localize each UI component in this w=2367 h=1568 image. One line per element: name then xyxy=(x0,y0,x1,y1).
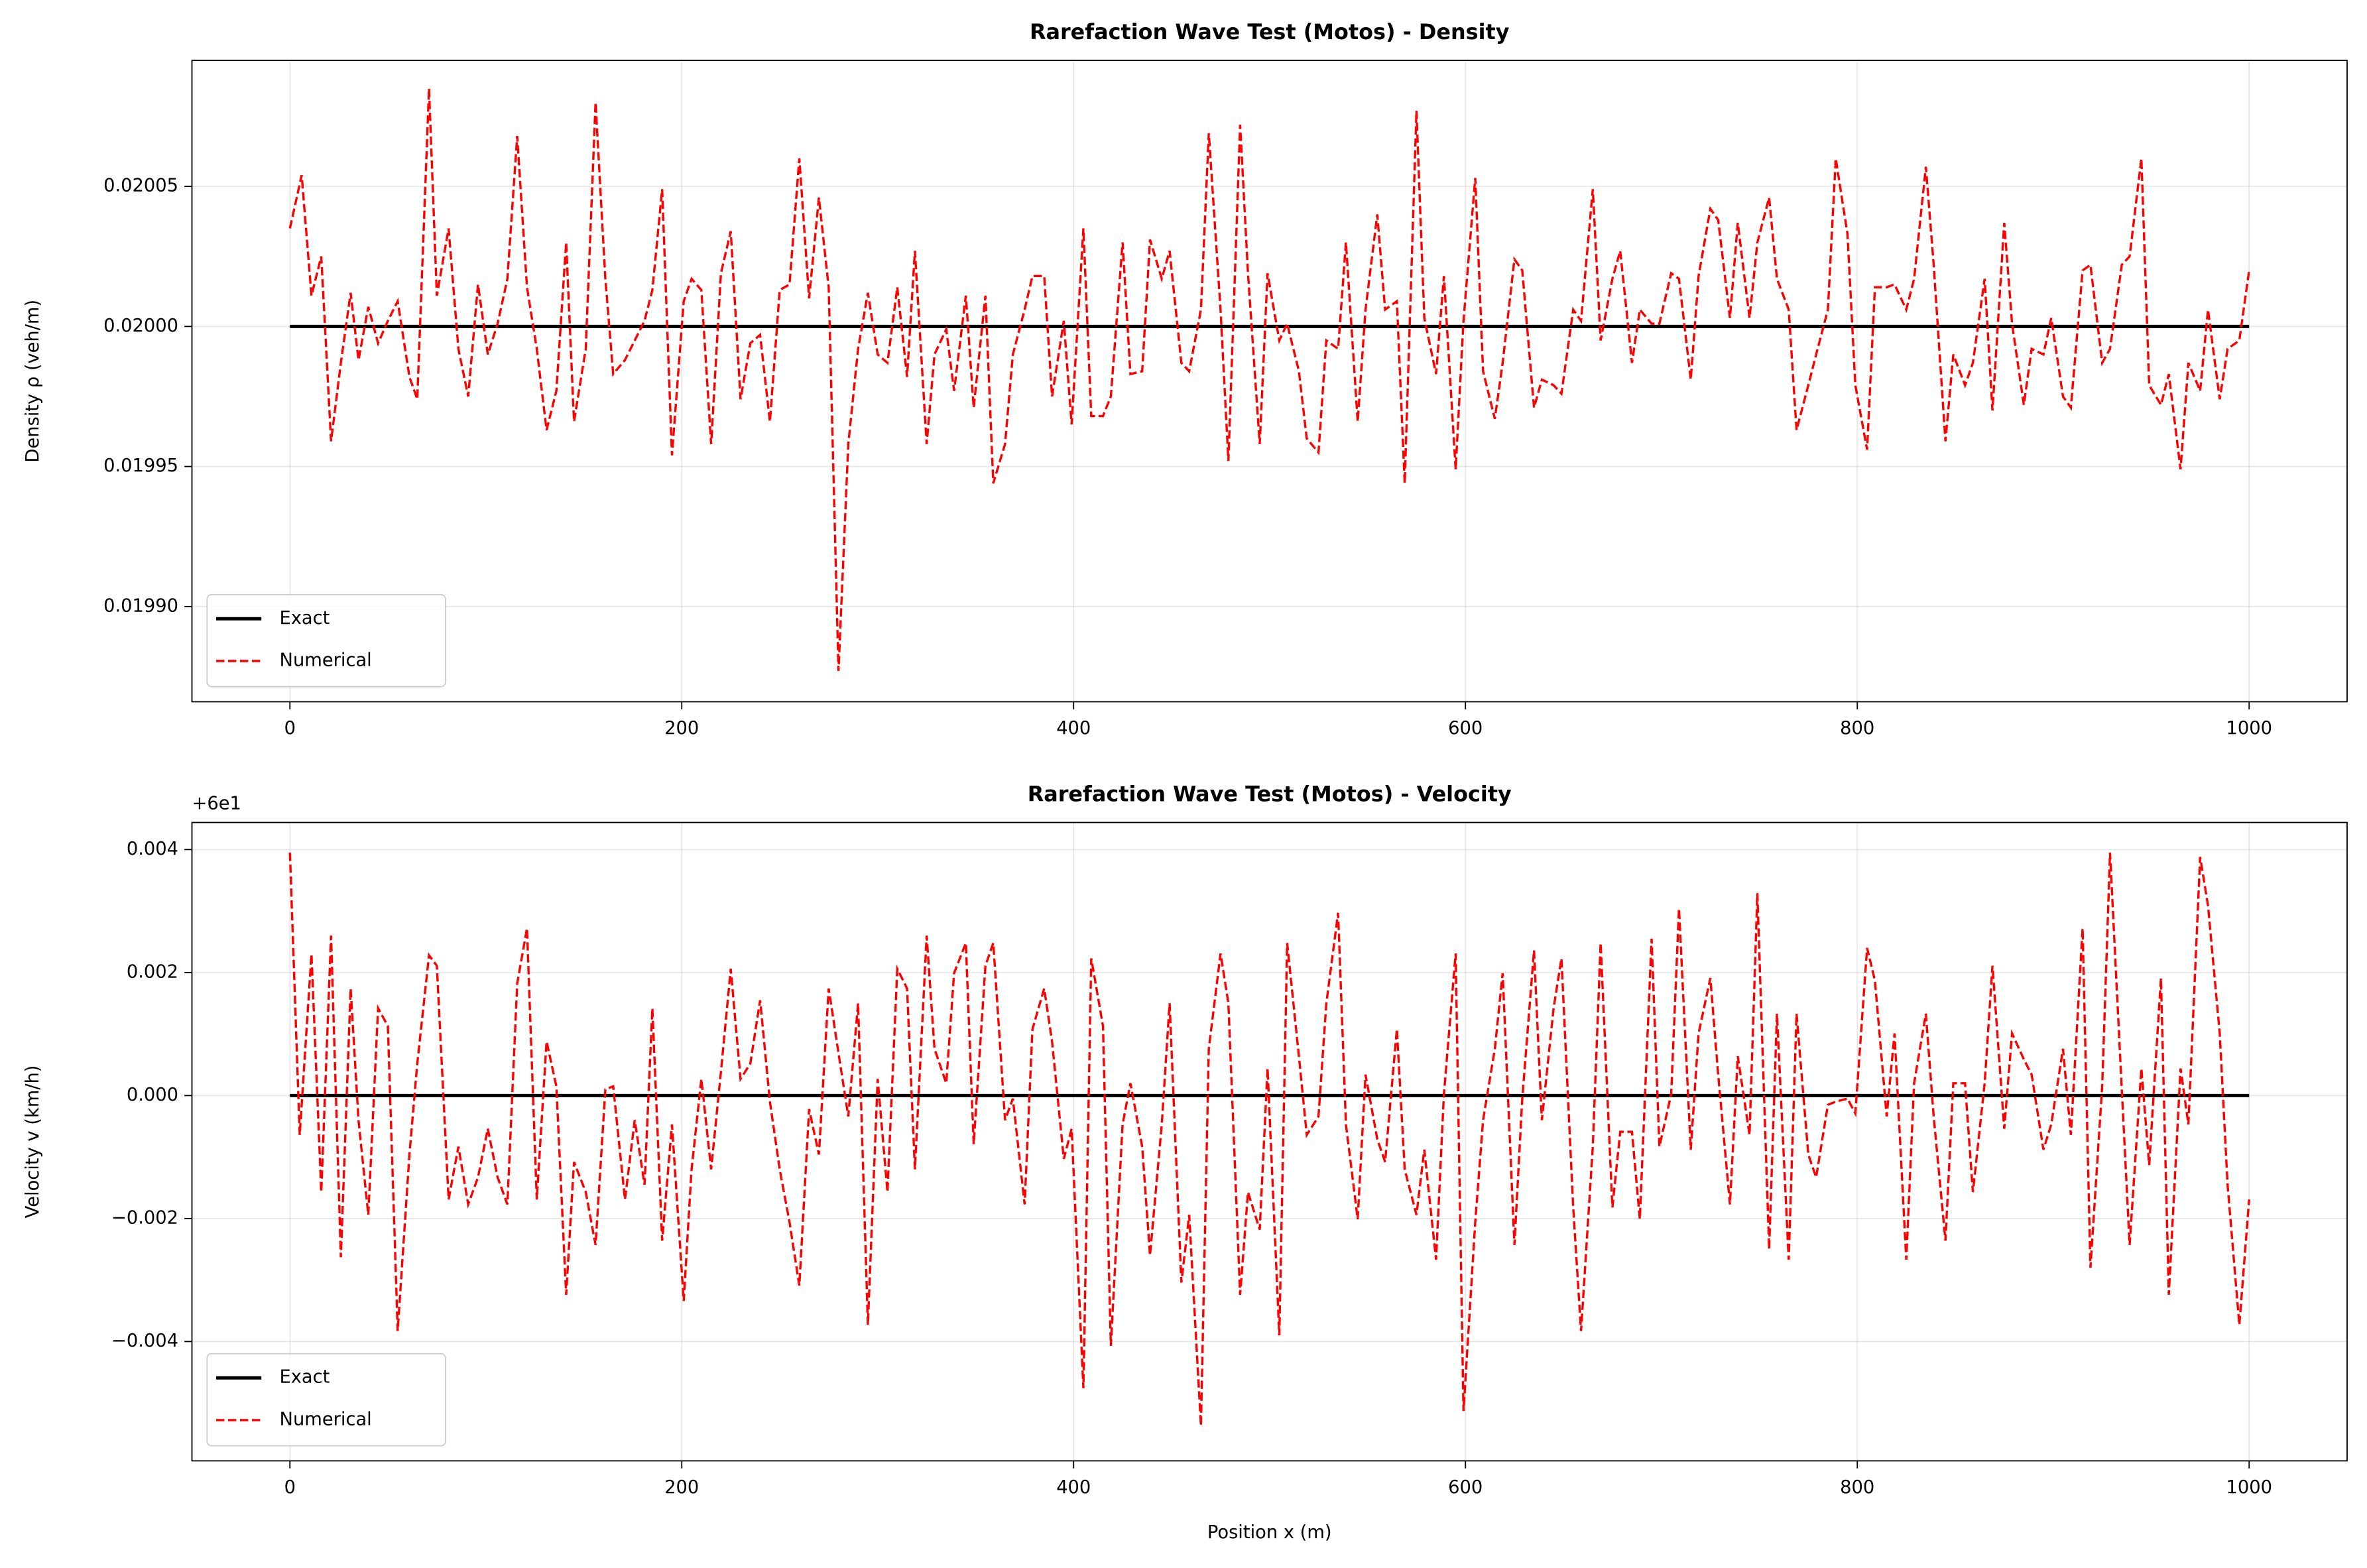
x-tick-label: 400 xyxy=(1056,718,1091,739)
y-tick-label: −0.004 xyxy=(111,1331,178,1351)
y-axis-label: Velocity v (km/h) xyxy=(23,1065,43,1219)
x-tick-label: 800 xyxy=(1840,1477,1874,1498)
axes-frame xyxy=(191,821,2348,1462)
subplot: 0 200 400 600 800 1000 −0.004 −0.002 0.000 0.002 0… xyxy=(23,782,2348,1543)
subplot: 0 200 400 600 800 1000 0.01990 0.01995 0.02000 0.… xyxy=(23,19,2348,739)
x-tick-label: 200 xyxy=(664,718,699,739)
legend: Exact Numerical xyxy=(206,593,446,688)
axes-frame xyxy=(191,60,2348,703)
chart-title: Rarefaction Wave Test (Motos) - Velocity xyxy=(1028,782,1512,807)
legend: Exact Numerical xyxy=(206,1353,446,1447)
legend-label: Numerical xyxy=(280,650,372,670)
legend-label: Numerical xyxy=(280,1409,372,1429)
legend-label: Exact xyxy=(280,1367,330,1388)
y-tick-label: 0.02000 xyxy=(103,316,178,336)
legend-box xyxy=(206,593,446,688)
x-tick-label: 0 xyxy=(284,718,296,739)
x-tick-label: 0 xyxy=(284,1477,296,1498)
y-offset-label: +6e1 xyxy=(192,794,241,814)
y-tick-label: −0.002 xyxy=(111,1207,178,1228)
y-tick-label: 0.000 xyxy=(127,1085,178,1105)
legend-box xyxy=(206,1353,446,1447)
x-tick-label: 1000 xyxy=(2226,718,2272,739)
x-tick-label: 800 xyxy=(1840,718,1874,739)
x-tick-label: 200 xyxy=(664,1477,699,1498)
y-axis-label: Density ρ (veh/m) xyxy=(23,300,43,463)
data-line xyxy=(288,852,2250,1426)
y-tick-label: 0.01995 xyxy=(103,455,178,476)
y-tick-label: 0.02005 xyxy=(103,176,178,196)
x-tick-label: 400 xyxy=(1056,1477,1091,1498)
x-tick-label: 1000 xyxy=(2226,1477,2272,1498)
x-tick-label: 600 xyxy=(1448,1477,1483,1498)
chart-title: Rarefaction Wave Test (Motos) - Density xyxy=(1030,19,1510,44)
y-tick-label: 0.002 xyxy=(127,961,178,982)
y-tick-label: 0.01990 xyxy=(103,595,178,616)
x-axis-label: Position x (m) xyxy=(1207,1522,1332,1543)
x-tick-label: 600 xyxy=(1448,718,1483,739)
legend-label: Exact xyxy=(280,608,330,629)
data-line xyxy=(288,88,2250,672)
y-tick-label: 0.004 xyxy=(127,839,178,859)
